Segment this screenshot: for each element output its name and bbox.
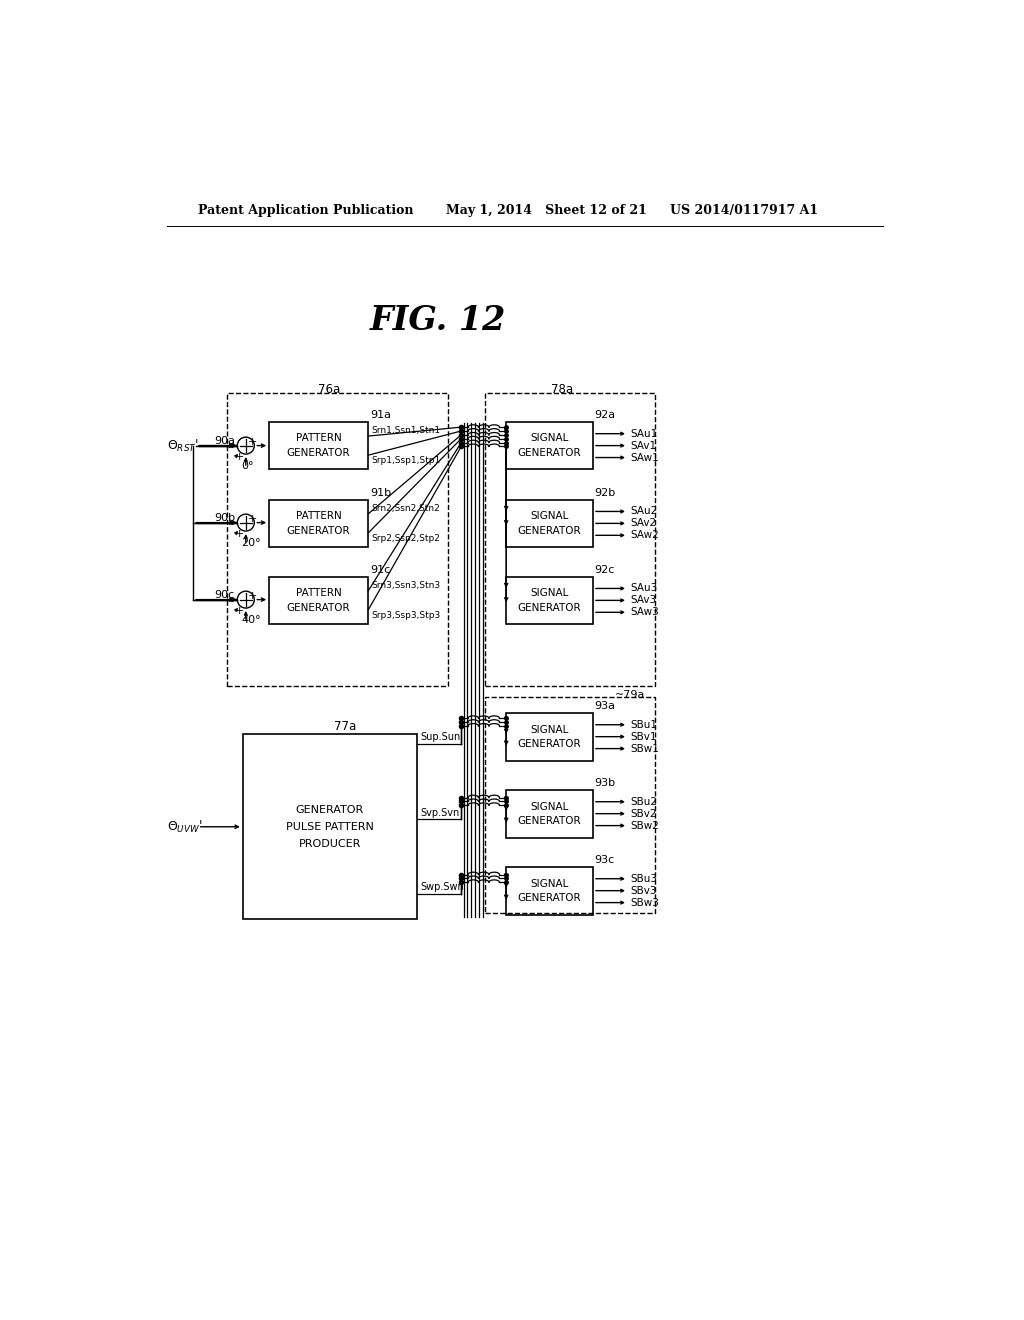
Text: SAw3: SAw3 — [630, 607, 659, 618]
Text: PRODUCER: PRODUCER — [299, 838, 361, 849]
Text: +: + — [248, 437, 257, 446]
Text: 92a: 92a — [595, 411, 615, 420]
Text: 93a: 93a — [595, 701, 615, 711]
Bar — [506, 499, 593, 548]
Text: SBv2: SBv2 — [630, 809, 656, 818]
Text: SBw3: SBw3 — [630, 898, 659, 908]
Text: FIG. 12: FIG. 12 — [370, 304, 506, 337]
Bar — [269, 499, 369, 548]
Text: SIGNAL: SIGNAL — [530, 511, 568, 521]
Text: SIGNAL: SIGNAL — [530, 879, 568, 888]
Text: PATTERN: PATTERN — [296, 433, 342, 444]
Bar — [484, 697, 655, 913]
Text: PATTERN: PATTERN — [296, 589, 342, 598]
Text: Patent Application Publication: Patent Application Publication — [198, 205, 414, 218]
Text: Srp1,Ssp1,Stp1: Srp1,Ssp1,Stp1 — [372, 455, 440, 465]
Text: GENERATOR: GENERATOR — [518, 816, 582, 826]
Text: PATTERN: PATTERN — [296, 511, 342, 521]
Text: +: + — [234, 529, 245, 539]
Text: May 1, 2014   Sheet 12 of 21: May 1, 2014 Sheet 12 of 21 — [445, 205, 646, 218]
Text: US 2014/0117917 A1: US 2014/0117917 A1 — [671, 205, 818, 218]
Text: 92c: 92c — [595, 565, 615, 576]
Text: SAw1: SAw1 — [630, 453, 659, 462]
Text: SAv3: SAv3 — [630, 595, 656, 606]
Text: GENERATOR: GENERATOR — [287, 447, 350, 458]
Bar — [506, 867, 593, 915]
Text: SBw1: SBw1 — [630, 743, 659, 754]
Text: SBw2: SBw2 — [630, 821, 659, 830]
Text: +: + — [234, 451, 245, 462]
Text: 92b: 92b — [595, 488, 615, 498]
Text: Srn3,Ssn3,Stn3: Srn3,Ssn3,Stn3 — [372, 581, 440, 590]
Text: $\Theta_{UVW}$': $\Theta_{UVW}$' — [167, 818, 203, 834]
Text: PULSE PATTERN: PULSE PATTERN — [286, 822, 374, 832]
Text: SAv2: SAv2 — [630, 519, 656, 528]
Text: $\Theta_{RST}$': $\Theta_{RST}$' — [167, 437, 199, 454]
Text: GENERATOR: GENERATOR — [518, 525, 582, 536]
Text: SAu1: SAu1 — [630, 429, 657, 438]
Text: +: + — [234, 606, 245, 615]
Text: 90a: 90a — [214, 436, 234, 446]
Text: SAu3: SAu3 — [630, 583, 657, 594]
Bar — [484, 393, 655, 686]
Text: Swp.Swn: Swp.Swn — [420, 882, 464, 892]
Text: +: + — [248, 513, 257, 524]
Text: SIGNAL: SIGNAL — [530, 801, 568, 812]
Text: 40°: 40° — [241, 615, 261, 624]
Text: SBu2: SBu2 — [630, 797, 657, 807]
Text: 91c: 91c — [370, 565, 390, 576]
Bar — [269, 577, 369, 624]
Text: 93b: 93b — [595, 779, 615, 788]
Bar — [506, 577, 593, 624]
Text: GENERATOR: GENERATOR — [287, 602, 350, 612]
Text: 20°: 20° — [241, 539, 261, 548]
Text: 77a: 77a — [334, 719, 356, 733]
Bar — [506, 789, 593, 838]
Text: SBv3: SBv3 — [630, 886, 656, 896]
Text: GENERATOR: GENERATOR — [518, 447, 582, 458]
Bar — [506, 713, 593, 760]
Text: 90b: 90b — [214, 512, 234, 523]
Text: 78a: 78a — [551, 383, 573, 396]
Text: Svp.Svn: Svp.Svn — [420, 808, 460, 817]
Text: GENERATOR: GENERATOR — [518, 739, 582, 748]
Text: 91b: 91b — [370, 488, 391, 498]
Text: 91a: 91a — [370, 411, 391, 420]
Text: Srn1,Ssn1,Stn1: Srn1,Ssn1,Stn1 — [372, 426, 440, 436]
Text: SAu2: SAu2 — [630, 507, 657, 516]
Text: 0°: 0° — [241, 461, 254, 471]
Text: 93c: 93c — [595, 855, 614, 866]
Text: SAv1: SAv1 — [630, 441, 656, 450]
Text: SIGNAL: SIGNAL — [530, 433, 568, 444]
Text: GENERATOR: GENERATOR — [296, 805, 364, 814]
Bar — [506, 422, 593, 470]
Bar — [227, 393, 449, 686]
Bar — [269, 422, 369, 470]
Text: Srp2,Ssp2,Stp2: Srp2,Ssp2,Stp2 — [372, 533, 440, 543]
Bar — [243, 734, 417, 919]
Text: ~79a: ~79a — [615, 690, 646, 700]
Text: Srp3,Ssp3,Stp3: Srp3,Ssp3,Stp3 — [372, 611, 440, 619]
Text: SBu3: SBu3 — [630, 874, 657, 883]
Text: SBu1: SBu1 — [630, 719, 657, 730]
Text: GENERATOR: GENERATOR — [518, 892, 582, 903]
Text: SAw2: SAw2 — [630, 531, 659, 540]
Text: SIGNAL: SIGNAL — [530, 589, 568, 598]
Text: 90c: 90c — [215, 590, 234, 599]
Text: SBv1: SBv1 — [630, 731, 656, 742]
Text: Srn2,Ssn2,Stn2: Srn2,Ssn2,Stn2 — [372, 504, 440, 513]
Text: Sup.Sun: Sup.Sun — [420, 733, 461, 742]
Text: SIGNAL: SIGNAL — [530, 725, 568, 734]
Text: GENERATOR: GENERATOR — [518, 602, 582, 612]
Text: 76a: 76a — [318, 383, 341, 396]
Text: GENERATOR: GENERATOR — [287, 525, 350, 536]
Text: +: + — [248, 591, 257, 601]
